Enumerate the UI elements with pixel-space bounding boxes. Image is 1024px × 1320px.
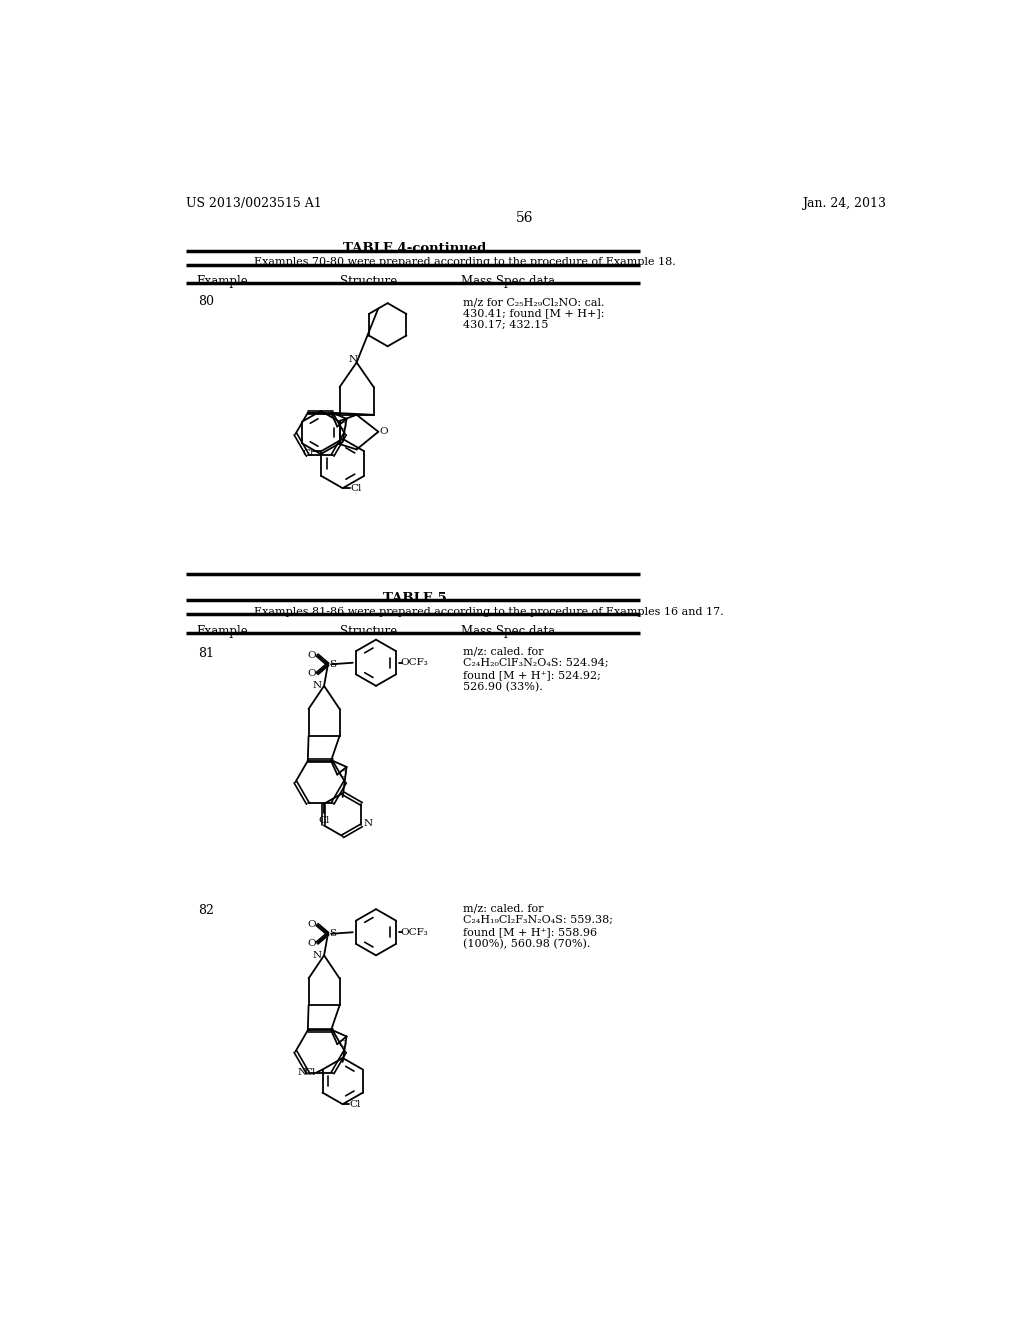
Text: O: O xyxy=(307,920,315,929)
Text: Cl: Cl xyxy=(349,1100,361,1109)
Text: N: N xyxy=(312,681,322,690)
Text: Cl: Cl xyxy=(318,816,330,825)
Text: O: O xyxy=(307,651,315,660)
Text: S: S xyxy=(329,660,336,669)
Text: Mass Spec data: Mass Spec data xyxy=(461,626,555,638)
Text: m/z for C₂₅H₂₉Cl₂NO: cal.
430.41; found [M + H+]:
430.17; 432.15: m/z for C₂₅H₂₉Cl₂NO: cal. 430.41; found … xyxy=(463,297,604,330)
Text: Structure: Structure xyxy=(340,626,397,638)
Text: Example: Example xyxy=(197,626,248,638)
Text: TABLE 4-continued: TABLE 4-continued xyxy=(343,242,486,255)
Text: Examples 81-86 were prepared according to the procedure of Examples 16 and 17.: Examples 81-86 were prepared according t… xyxy=(254,607,723,616)
Text: Cl: Cl xyxy=(302,449,313,458)
Text: m/z: caled. for
C₂₄H₂₀ClF₃N₂O₄S: 524.94;
found [M + H⁺]: 524.92;
526.90 (33%).: m/z: caled. for C₂₄H₂₀ClF₃N₂O₄S: 524.94;… xyxy=(463,647,608,692)
Text: OCF₃: OCF₃ xyxy=(400,659,429,667)
Text: 56: 56 xyxy=(516,211,534,224)
Text: N: N xyxy=(364,820,372,829)
Text: Examples 70-80 were prepared according to the procedure of Example 18.: Examples 70-80 were prepared according t… xyxy=(254,257,675,267)
Text: O: O xyxy=(307,939,315,948)
Text: O: O xyxy=(307,669,315,678)
Text: O: O xyxy=(339,422,347,432)
Text: m/z: caled. for
C₂₄H₁₉Cl₂F₃N₂O₄S: 559.38;
found [M + H⁺]: 558.96
(100%), 560.98 : m/z: caled. for C₂₄H₁₉Cl₂F₃N₂O₄S: 559.38… xyxy=(463,904,612,949)
Text: S: S xyxy=(329,929,336,939)
Text: OCF₃: OCF₃ xyxy=(400,928,429,937)
Text: Example: Example xyxy=(197,276,248,289)
Text: 82: 82 xyxy=(198,904,214,917)
Text: Jan. 24, 2013: Jan. 24, 2013 xyxy=(802,197,886,210)
Text: US 2013/0023515 A1: US 2013/0023515 A1 xyxy=(186,197,322,210)
Text: 81: 81 xyxy=(198,647,214,660)
Text: N: N xyxy=(297,1068,306,1077)
Text: N: N xyxy=(312,950,322,960)
Text: O: O xyxy=(339,1040,347,1048)
Text: Cl: Cl xyxy=(304,1068,315,1077)
Text: Mass Spec data: Mass Spec data xyxy=(461,276,555,289)
Text: N: N xyxy=(348,355,357,364)
Text: TABLE 5: TABLE 5 xyxy=(383,591,446,605)
Text: 80: 80 xyxy=(198,296,214,309)
Text: O: O xyxy=(380,428,388,436)
Text: Cl: Cl xyxy=(350,483,361,492)
Text: O: O xyxy=(339,770,347,779)
Text: Structure: Structure xyxy=(340,276,397,289)
